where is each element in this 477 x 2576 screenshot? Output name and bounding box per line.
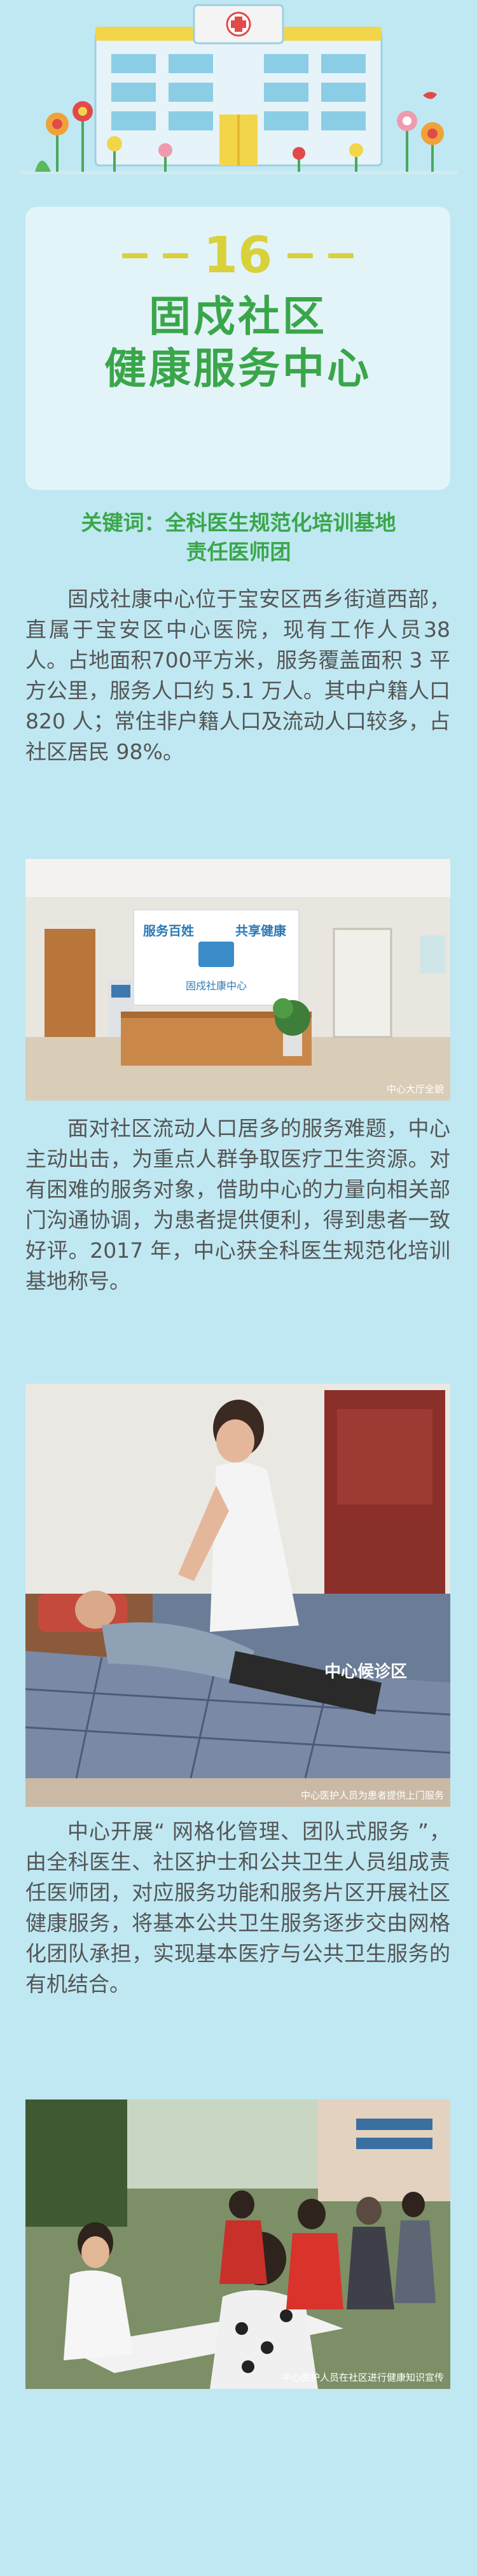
keywords-line1: 关键词：全科医生规范化培训基地 xyxy=(81,510,396,535)
photo-label-waiting-area: 中心候诊区 xyxy=(324,1662,408,1681)
hospital-building-icon xyxy=(94,4,383,167)
section-number: 16 xyxy=(203,227,273,284)
sign-text-left: 服务百姓 xyxy=(143,923,194,938)
photo-home-visit: 中心候诊区 中心医护人员为患者提供上门服务 xyxy=(25,1384,450,1807)
hospital-illustration xyxy=(19,4,458,174)
page-title-line2: 健康服务中心 xyxy=(104,344,371,393)
dash-decor xyxy=(328,253,354,258)
sign-name: 固戍社康中心 xyxy=(186,980,247,992)
photo-caption: 中心医护人员为患者提供上门服务 xyxy=(300,1790,444,1801)
clinic-logo-icon xyxy=(198,942,234,967)
photo-outreach: 中心医护人员在社区进行健康知识宣传 xyxy=(25,2099,450,2389)
page-title-line1: 固戍社区 xyxy=(149,292,327,341)
paragraph-intro: 固戍社康中心位于宝安区西乡街道西部，直属于宝安区中心医院，现有工作人员38人。占… xyxy=(25,587,450,764)
keywords-line2: 责任医师团 xyxy=(186,540,291,564)
lobby-image: 服务百姓 共享健康 固戍社康中心 xyxy=(25,859,450,1101)
paragraph-grid-management: 中心开展“ 网格化管理、团队式服务 ”，由全科医生、社区护士和公共卫生人员组成责… xyxy=(25,1819,450,1996)
photo-caption: 中心大厅全貌 xyxy=(386,1083,444,1095)
photo-lobby: 服务百姓 共享健康 固戍社康中心 中心大厅全貌 xyxy=(25,859,450,1101)
home-visit-image xyxy=(25,1384,450,1807)
photo-caption: 中心医护人员在社区进行健康知识宣传 xyxy=(281,2372,444,2383)
dash-decor xyxy=(162,253,188,258)
dash-decor xyxy=(121,253,148,258)
title-card: 16 固戍社区 健康服务中心 xyxy=(25,207,450,490)
sign-text-right: 共享健康 xyxy=(235,923,287,938)
bird-icon xyxy=(423,92,437,99)
paragraph-service: 面对社区流动人口居多的服务难题，中心主动出击，为重点人群争取医疗卫生资源。对有困… xyxy=(25,1116,450,1293)
dash-decor xyxy=(287,253,314,258)
outreach-image xyxy=(25,2099,450,2389)
flower-decor-right xyxy=(293,92,444,172)
flower-decor-left xyxy=(35,101,172,172)
section-number-row: 16 xyxy=(25,231,450,281)
